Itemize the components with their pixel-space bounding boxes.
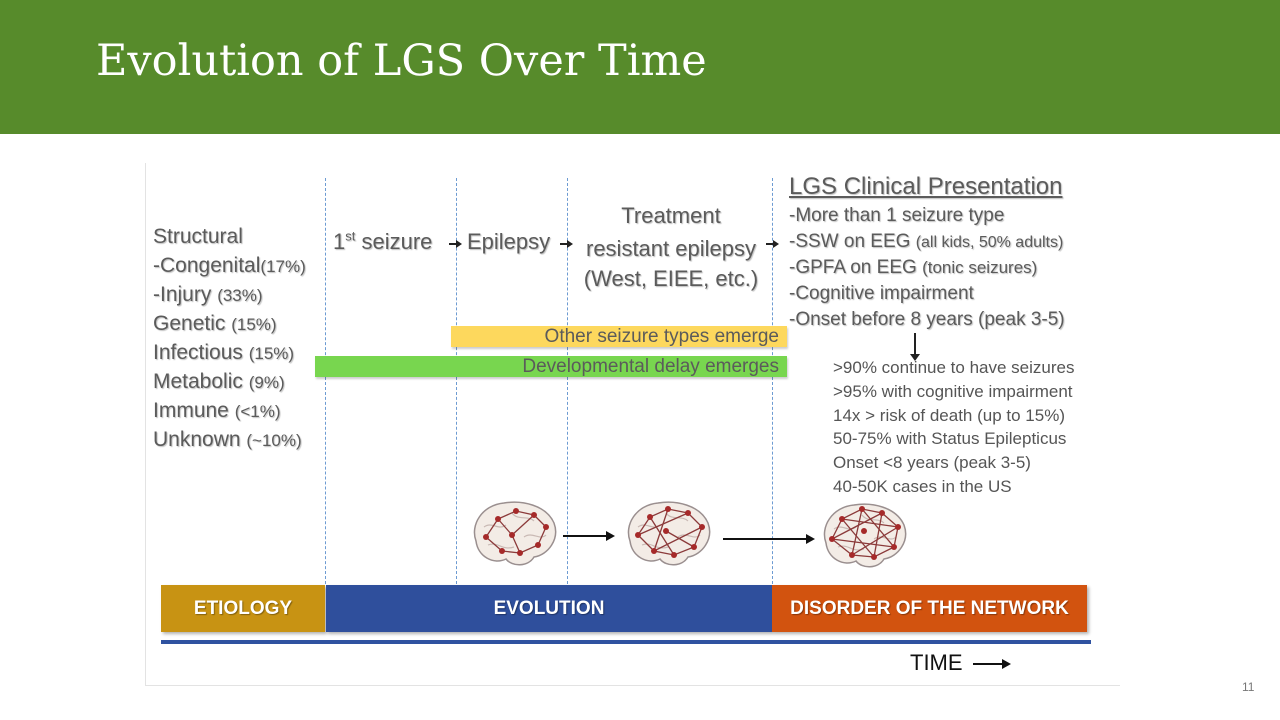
slide-header: Evolution of LGS Over Time xyxy=(0,0,1280,134)
lgs-stats: >90% continue to have seizures >95% with… xyxy=(833,356,1074,499)
slide-title: Evolution of LGS Over Time xyxy=(96,36,707,86)
stage-divider xyxy=(325,178,326,584)
lgs-item: -SSW on EEG (all kids, 50% adults) xyxy=(789,231,1064,252)
etiology-item: Structural xyxy=(153,225,243,248)
lgs-item: -Cognitive impairment xyxy=(789,283,974,304)
etiology-item: Genetic (15%) xyxy=(153,312,277,335)
stat-item: 40-50K cases in the US xyxy=(833,476,1012,496)
lgs-item: -More than 1 seizure type xyxy=(789,205,1005,226)
lgs-item: -GPFA on EEG (tonic seizures) xyxy=(789,257,1038,278)
stage-treatment-line3: (West, EIEE, etc.) xyxy=(583,266,759,291)
stage-first-seizure: 1st seizure xyxy=(333,228,433,254)
phase-disorder-of-network: DISORDER OF THE NETWORK xyxy=(772,585,1087,632)
arrow-down-icon xyxy=(910,333,920,361)
time-label: TIME xyxy=(910,650,963,675)
stat-item: >90% continue to have seizures xyxy=(833,358,1075,377)
etiology-item: Metabolic (9%) xyxy=(153,370,285,393)
stage-divider xyxy=(772,178,773,584)
arrow-right-icon xyxy=(560,240,573,248)
arrow-right-icon xyxy=(973,659,1011,669)
stat-item: >95% with cognitive impairment xyxy=(833,381,1073,401)
stat-item: 50-75% with Status Epilepticus xyxy=(833,429,1067,449)
arrow-right-icon xyxy=(449,240,462,248)
arrow-right-icon xyxy=(766,240,779,248)
stage-divider xyxy=(456,178,457,584)
stat-item: 14x > risk of death (up to 15%) xyxy=(833,405,1065,425)
phase-etiology: ETIOLOGY xyxy=(161,585,325,632)
etiology-item: Immune (<1%) xyxy=(153,399,281,422)
stage-treatment-line1: Treatment xyxy=(621,203,721,228)
etiology-item: Infectious (15%) xyxy=(153,341,295,364)
arrow-right-icon xyxy=(563,531,615,541)
stage-epilepsy: Epilepsy xyxy=(467,229,551,254)
lgs-title: LGS Clinical Presentation xyxy=(789,173,1063,200)
band-developmental-delay: Developmental delay emerges xyxy=(315,356,787,377)
etiology-item: Unknown (~10%) xyxy=(153,428,302,451)
stage-treatment-line2: resistant epilepsy xyxy=(586,236,756,261)
stage-divider xyxy=(567,178,568,584)
page-number: 11 xyxy=(1242,680,1255,694)
stat-item: Onset <8 years (peak 3-5) xyxy=(833,453,1031,473)
brain-network-icon xyxy=(823,503,907,568)
brain-network-icon xyxy=(627,501,711,566)
band-other-seizures: Other seizure types emerge xyxy=(451,326,787,347)
timeline-bar xyxy=(161,640,1091,644)
etiology-item: -Injury (33%) xyxy=(153,283,263,306)
lgs-item: -Onset before 8 years (peak 3-5) xyxy=(789,309,1065,330)
etiology-item: -Congenital(17%) xyxy=(153,254,306,277)
phase-evolution: EVOLUTION xyxy=(326,585,772,632)
brain-network-icon xyxy=(473,501,557,566)
arrow-right-icon xyxy=(723,534,815,544)
